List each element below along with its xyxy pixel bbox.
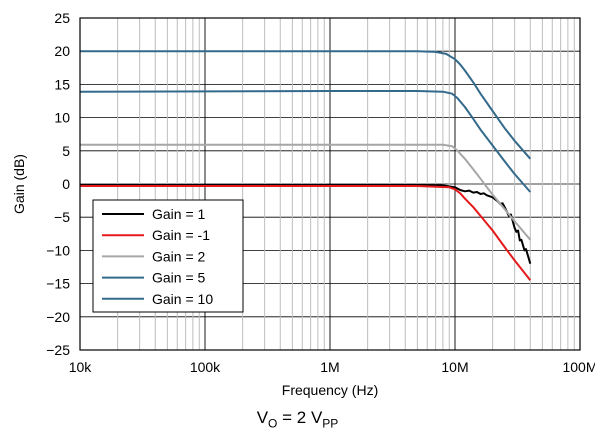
x-tick-label: 10k (69, 359, 93, 375)
legend-label: Gain = 10 (152, 291, 213, 307)
y-tick-label: −5 (54, 209, 70, 225)
y-axis-label: Gain (dB) (11, 154, 27, 214)
caption-v-subscript: O (268, 416, 278, 431)
caption-vpp-subscript: PP (322, 416, 339, 431)
x-tick-label: 100M (562, 359, 595, 375)
caption-v: V (256, 408, 269, 427)
plot-frame (79, 17, 581, 351)
y-tick-label: −20 (46, 309, 70, 325)
y-tick-label: −15 (46, 276, 70, 292)
series-lines (79, 50, 532, 281)
caption-equals: = 2 V (277, 408, 323, 427)
series-line (80, 185, 532, 281)
y-tick-label: 20 (54, 43, 70, 59)
y-tick-label: −25 (46, 342, 70, 358)
x-tick-label: 1M (320, 359, 339, 375)
legend-label: Gain = -1 (152, 227, 210, 243)
series-line (80, 50, 532, 160)
series-line (80, 143, 532, 241)
x-axis-label: Frequency (Hz) (282, 382, 378, 398)
chart-caption: VO = 2 VPP (0, 408, 595, 430)
legend-label: Gain = 2 (152, 248, 206, 264)
x-tick-label: 10M (441, 359, 468, 375)
y-tick-label: 10 (54, 110, 70, 126)
y-tick-label: 15 (54, 76, 70, 92)
legend-label: Gain = 5 (152, 270, 206, 286)
y-tick-label: 5 (62, 143, 70, 159)
legend: Gain = 1 Gain = -1 Gain = 2 Gain = 5 Gain = … (92, 199, 244, 313)
y-tick-label: 25 (54, 10, 70, 26)
y-tick-label: −10 (46, 242, 70, 258)
y-tick-label: 0 (62, 176, 70, 192)
x-tick-label: 100k (190, 359, 221, 375)
series-line (79, 90, 532, 193)
plot-background (0, 0, 595, 405)
legend-label: Gain = 1 (152, 206, 206, 222)
